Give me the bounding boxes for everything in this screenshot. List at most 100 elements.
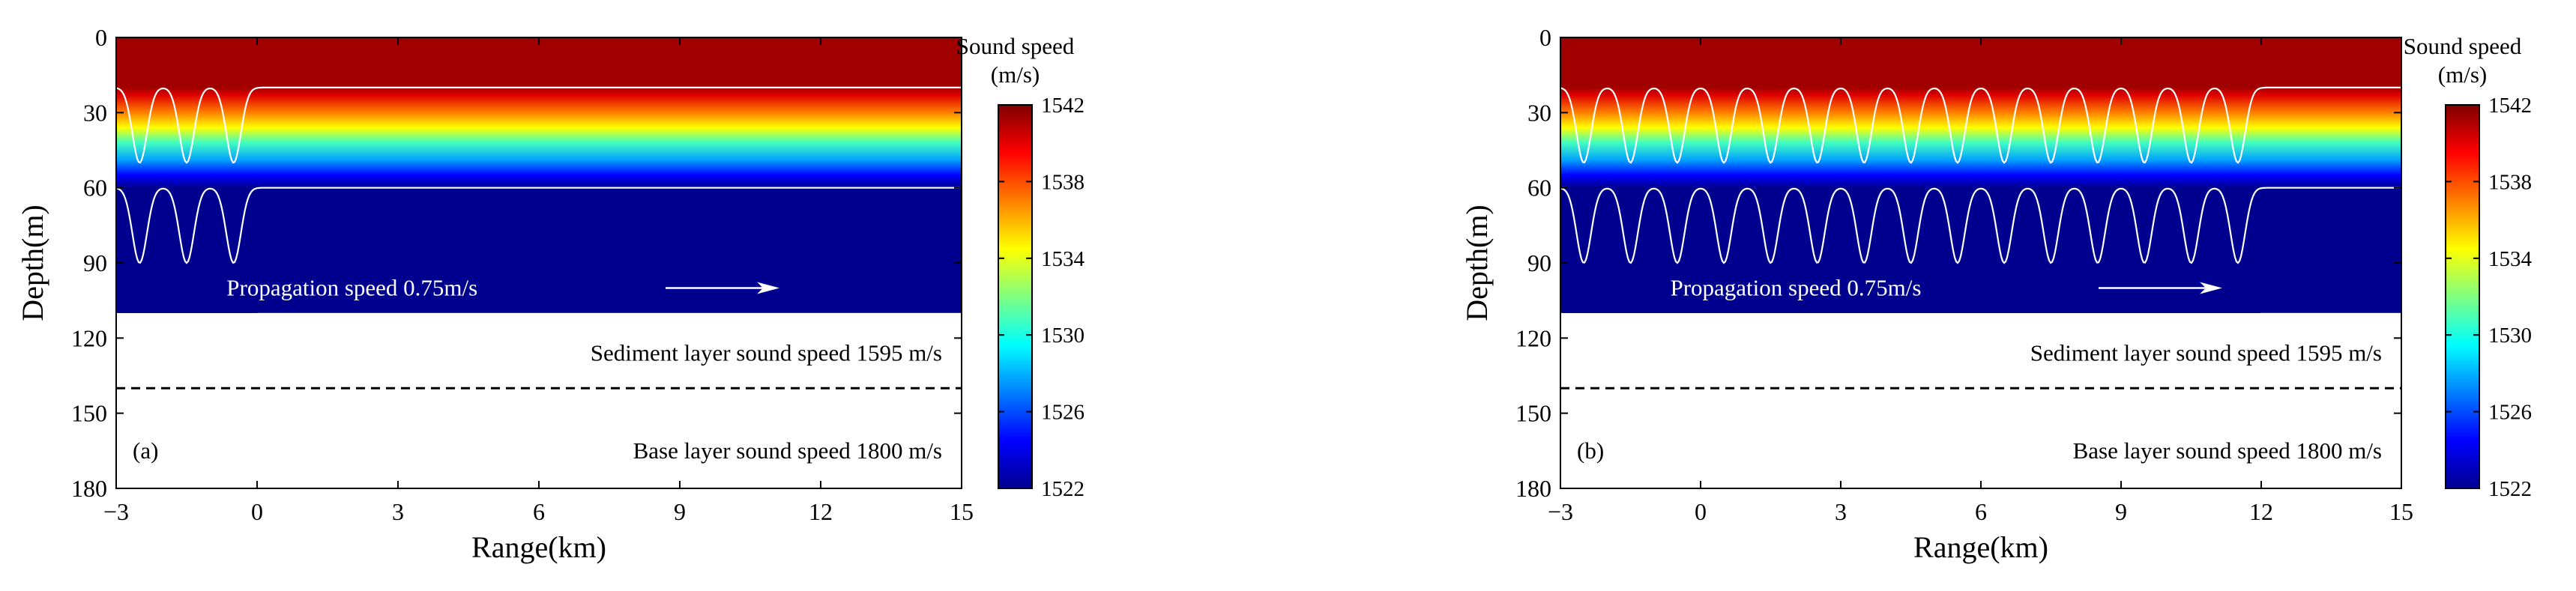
wave-strip	[1652, 38, 1654, 313]
x-tick-label: 3	[392, 498, 404, 525]
wave-strip	[139, 112, 141, 313]
wave-strip	[1904, 84, 1906, 313]
wave-strip	[2006, 111, 2008, 313]
lower-wave-line	[116, 187, 962, 264]
wave-strip	[2229, 73, 2231, 313]
wave-strip	[1974, 43, 1976, 313]
wave-strip	[2132, 52, 2134, 313]
wave-strip	[1598, 49, 1600, 313]
wave-strip	[1949, 73, 1951, 313]
wave-strip	[1985, 39, 1987, 313]
wave-strip	[2112, 48, 2114, 313]
wave-strip	[2085, 54, 2087, 313]
wave-strip	[2093, 96, 2095, 313]
wave-strip	[1892, 40, 1894, 313]
wave-strip	[2129, 44, 2131, 313]
wave-strip	[1662, 46, 1665, 313]
wave-strip	[179, 82, 181, 313]
x-tick-label: −3	[103, 498, 129, 525]
wave-strip	[1977, 39, 1979, 313]
wave-strip	[1794, 38, 1797, 313]
wave-strip	[1886, 38, 1888, 313]
wave-strip	[1749, 38, 1752, 313]
sediment-label: Sediment layer sound speed 1595 m/s	[591, 339, 942, 366]
base-label: Base layer sound speed 1800 m/s	[633, 437, 942, 464]
wave-strip	[1608, 38, 1611, 313]
colorbar-tick-label: 1522	[1041, 477, 1085, 501]
wave-strip	[232, 109, 234, 313]
wave-strip	[2165, 39, 2167, 313]
wave-strip	[2051, 112, 2053, 313]
wave-strip	[236, 108, 238, 313]
wave-strip	[1964, 90, 1966, 313]
wave-strip	[2256, 40, 2258, 313]
wave-strip	[2178, 52, 2180, 313]
wave-strip	[2046, 97, 2048, 313]
wave-strip	[2221, 43, 2224, 313]
wave-strip	[1785, 47, 1788, 313]
wave-strip	[1781, 66, 1783, 313]
y-axis-label: Depth(m)	[1460, 204, 1494, 321]
wave-strip	[1716, 80, 1719, 313]
wave-strip	[206, 39, 208, 313]
y-tick-label: 90	[83, 249, 107, 276]
wave-strip	[1928, 42, 1930, 313]
wave-strip	[1808, 68, 1810, 313]
wave-strip	[1835, 41, 1837, 313]
wave-strip	[1868, 103, 1870, 313]
wave-strip	[1943, 46, 1945, 313]
wave-strip	[1842, 38, 1844, 313]
wave-strip	[1811, 87, 1813, 313]
wave-strip	[1938, 39, 1940, 313]
wave-strip	[2118, 39, 2120, 313]
wave-strip	[2254, 43, 2257, 313]
wave-strip	[2184, 84, 2186, 313]
wave-strip	[202, 46, 204, 313]
wave-strip	[2196, 97, 2198, 313]
wave-strip	[200, 51, 202, 313]
colorbar-tick-label: 1526	[2488, 401, 2532, 425]
wave-strip	[1686, 71, 1689, 313]
wave-strip	[1923, 55, 1925, 313]
colorbar-tick-label: 1542	[1041, 94, 1085, 118]
wave-strip	[1713, 63, 1716, 313]
wave-strip	[1890, 38, 1892, 313]
wave-strip	[1983, 38, 1985, 313]
wave-strip	[1574, 67, 1576, 313]
wave-strip	[2039, 55, 2041, 313]
wave-strip	[1998, 90, 2000, 313]
wave-strip	[2133, 59, 2135, 313]
wave-strip	[2100, 109, 2102, 313]
wave-strip	[1913, 110, 1915, 313]
wave-strip	[235, 112, 237, 313]
wave-strip	[1911, 112, 1913, 313]
wave-strip	[1769, 110, 1771, 313]
wave-strip	[1989, 46, 1991, 313]
wave-strip	[190, 106, 192, 313]
wave-strip	[1704, 39, 1707, 313]
wave-strip	[1641, 61, 1644, 313]
wave-strip	[1874, 68, 1876, 313]
wave-strip	[2019, 46, 2021, 313]
wave-strip	[1679, 110, 1681, 313]
wave-strip	[2244, 90, 2246, 313]
wave-strip	[1908, 108, 1910, 313]
colorbar-unit: (m/s)	[991, 61, 1040, 88]
wave-strip	[2201, 70, 2203, 313]
wave-strip	[2084, 49, 2086, 313]
y-tick-label: 0	[95, 24, 107, 51]
wave-strip	[1919, 79, 1921, 313]
wave-strip	[1934, 38, 1936, 313]
wave-strip	[242, 76, 244, 313]
wave-strip	[1946, 57, 1948, 313]
wave-strip	[178, 73, 180, 313]
wave-strip	[1751, 39, 1753, 313]
wave-strip	[1740, 43, 1743, 313]
wave-strip	[1830, 52, 1833, 313]
wave-strip	[1595, 61, 1597, 313]
wave-strip	[181, 91, 183, 313]
wave-strip	[1683, 90, 1686, 313]
wave-strip	[2217, 38, 2219, 313]
wave-strip	[2141, 103, 2143, 313]
wave-strip	[1700, 38, 1702, 313]
